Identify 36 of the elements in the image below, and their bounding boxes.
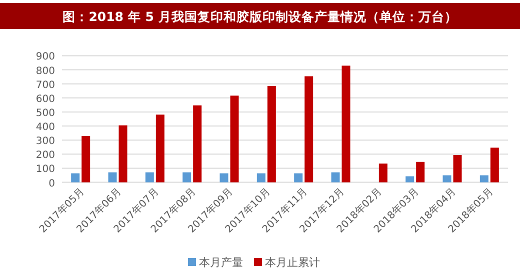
bar	[406, 176, 414, 182]
bar	[294, 173, 303, 182]
bar	[82, 136, 90, 182]
bar	[490, 148, 499, 182]
y-tick-label: 400	[36, 122, 55, 134]
bar	[182, 172, 192, 182]
bar	[108, 172, 117, 182]
y-tick-label: 600	[36, 94, 55, 105]
bar	[230, 96, 239, 182]
bar	[193, 105, 202, 182]
bar	[220, 173, 228, 182]
bar	[453, 155, 462, 182]
legend-label: 本月止累计	[265, 256, 320, 269]
y-tick-label: 300	[36, 136, 55, 148]
y-tick-label: 900	[36, 52, 55, 63]
y-tick-label: 800	[36, 66, 55, 77]
bar	[342, 66, 350, 182]
y-tick-label: 200	[36, 150, 55, 162]
chart-title: 图：2018 年 5 月我国复印和胶版印制设备产量情况（单位：万台）	[62, 9, 458, 24]
bar	[71, 173, 80, 182]
legend-label: 本月产量	[199, 256, 243, 269]
bar	[416, 162, 425, 182]
bar	[267, 86, 276, 182]
bar	[304, 76, 314, 182]
y-tick-label: 0	[48, 178, 55, 190]
bar	[480, 175, 488, 182]
y-tick-label: 500	[36, 108, 55, 119]
y-tick-label: 100	[36, 164, 55, 176]
bar	[256, 173, 266, 182]
bar	[331, 172, 340, 182]
bar	[118, 125, 128, 182]
bar	[442, 175, 452, 182]
y-tick-label: 700	[36, 80, 55, 91]
bar	[145, 172, 154, 182]
bar	[156, 114, 164, 182]
bar	[378, 164, 388, 182]
